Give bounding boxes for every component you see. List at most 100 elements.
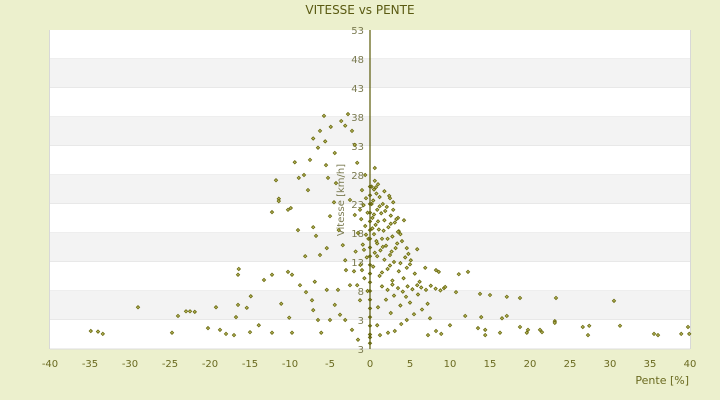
x-tick-label: -35 bbox=[82, 359, 98, 370]
data-point bbox=[442, 284, 448, 290]
data-point bbox=[400, 289, 406, 294]
data-point bbox=[359, 267, 365, 273]
data-point bbox=[383, 297, 389, 302]
data-point bbox=[389, 249, 394, 254]
data-point bbox=[504, 313, 510, 319]
data-point bbox=[217, 327, 223, 333]
x-tick-label: 35 bbox=[644, 359, 657, 370]
data-point bbox=[517, 324, 523, 330]
data-point bbox=[205, 325, 211, 331]
data-point bbox=[343, 267, 349, 273]
data-point bbox=[378, 211, 384, 216]
data-point bbox=[504, 294, 510, 300]
data-point bbox=[394, 241, 400, 246]
data-point bbox=[447, 322, 453, 328]
data-point bbox=[394, 216, 399, 222]
data-point bbox=[324, 245, 330, 251]
data-point bbox=[235, 302, 241, 308]
data-point bbox=[325, 175, 331, 181]
data-point bbox=[399, 238, 405, 244]
data-point bbox=[388, 213, 394, 218]
data-point bbox=[404, 245, 410, 251]
data-point bbox=[438, 288, 443, 293]
data-point bbox=[415, 292, 421, 297]
data-point bbox=[175, 313, 181, 319]
data-point bbox=[651, 331, 657, 337]
data-point bbox=[375, 219, 381, 224]
data-point bbox=[371, 187, 377, 192]
data-point bbox=[686, 331, 692, 337]
data-point bbox=[244, 305, 250, 311]
y-tick-label: 33 bbox=[351, 142, 364, 153]
data-point bbox=[456, 271, 462, 277]
data-point bbox=[315, 317, 321, 323]
data-point bbox=[301, 172, 307, 178]
data-point bbox=[374, 322, 380, 328]
y-tick-labels: 534843383328231813833 bbox=[351, 26, 364, 356]
data-point bbox=[289, 330, 295, 335]
data-point bbox=[390, 207, 396, 213]
data-point bbox=[425, 301, 430, 306]
data-point bbox=[358, 216, 364, 222]
data-point bbox=[382, 189, 387, 194]
data-point bbox=[374, 253, 380, 259]
data-point bbox=[585, 332, 591, 338]
data-point bbox=[390, 200, 396, 205]
data-point bbox=[482, 332, 488, 338]
data-point bbox=[580, 324, 586, 330]
y-tick-label: 13 bbox=[351, 258, 364, 269]
data-point bbox=[398, 231, 403, 237]
data-point bbox=[475, 325, 481, 331]
data-point bbox=[392, 220, 398, 225]
data-point bbox=[386, 193, 392, 199]
data-point bbox=[328, 124, 334, 130]
data-point bbox=[379, 236, 385, 242]
data-point bbox=[375, 182, 381, 187]
data-point bbox=[223, 331, 229, 337]
data-point bbox=[377, 204, 382, 209]
data-point bbox=[349, 128, 355, 134]
data-point bbox=[192, 309, 198, 315]
data-point bbox=[269, 209, 275, 215]
data-point bbox=[611, 298, 617, 304]
data-point bbox=[187, 309, 193, 314]
data-point bbox=[269, 272, 275, 277]
data-point bbox=[288, 205, 294, 211]
data-point bbox=[386, 224, 391, 230]
data-point bbox=[332, 150, 338, 156]
data-point bbox=[363, 232, 369, 237]
data-point bbox=[381, 228, 386, 233]
data-point bbox=[370, 226, 375, 231]
data-point bbox=[247, 329, 253, 335]
data-point bbox=[352, 212, 358, 218]
y-tick-label: 28 bbox=[351, 171, 364, 182]
data-point bbox=[361, 247, 367, 253]
data-point bbox=[295, 227, 301, 233]
y-tick-label: 53 bbox=[351, 26, 364, 37]
data-point bbox=[372, 178, 378, 184]
data-point bbox=[371, 212, 377, 217]
data-point bbox=[387, 252, 393, 258]
data-point bbox=[377, 194, 382, 200]
data-point bbox=[477, 291, 483, 297]
data-point bbox=[407, 300, 413, 305]
data-point bbox=[354, 282, 360, 288]
data-point bbox=[358, 262, 363, 268]
data-point bbox=[296, 175, 302, 181]
data-point bbox=[374, 207, 380, 213]
data-point bbox=[406, 251, 411, 257]
data-point bbox=[403, 294, 409, 300]
data-point bbox=[487, 292, 493, 298]
x-tick-label: -20 bbox=[202, 359, 218, 370]
data-point bbox=[323, 162, 329, 168]
data-point bbox=[391, 293, 397, 298]
data-point bbox=[307, 157, 313, 163]
data-point bbox=[374, 238, 379, 244]
data-point bbox=[312, 279, 318, 284]
data-point bbox=[412, 271, 418, 276]
data-point bbox=[385, 236, 390, 242]
data-point bbox=[372, 250, 378, 255]
data-point bbox=[617, 323, 623, 329]
data-point bbox=[382, 218, 387, 223]
data-point bbox=[478, 314, 484, 320]
